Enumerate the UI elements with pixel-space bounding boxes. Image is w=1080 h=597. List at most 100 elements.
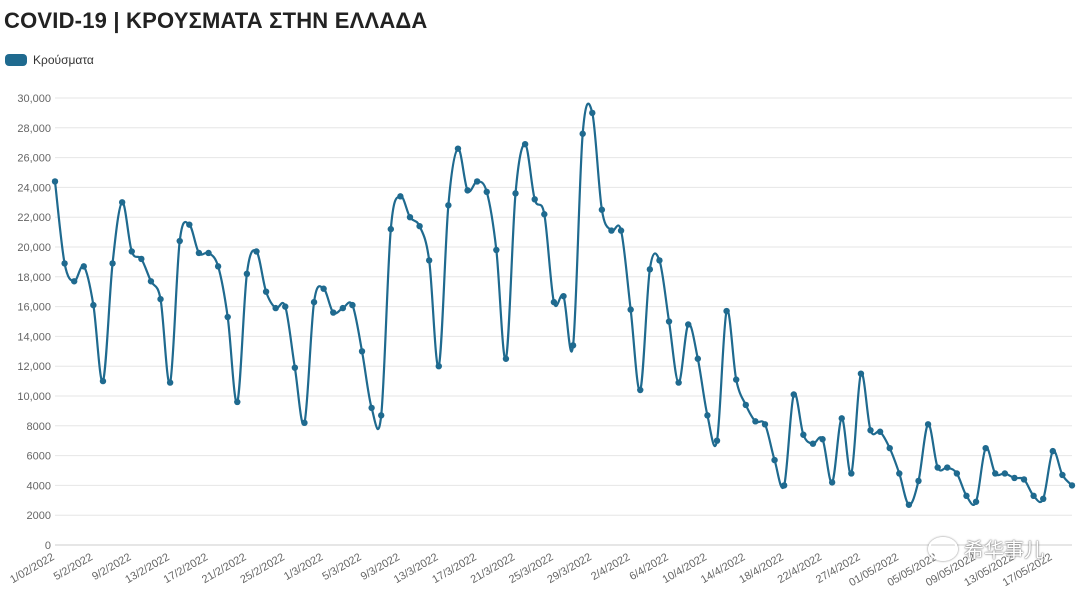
y-tick-label: 12,000 bbox=[17, 361, 51, 373]
data-point bbox=[992, 470, 999, 477]
data-point bbox=[51, 178, 59, 185]
y-tick-label: 22,000 bbox=[17, 212, 51, 224]
data-point bbox=[387, 225, 395, 233]
x-tick-label: 1/02/2022 bbox=[8, 551, 56, 586]
watermark: 希华事儿 bbox=[928, 534, 1044, 563]
y-tick-label: 6000 bbox=[27, 451, 51, 463]
data-point bbox=[253, 248, 260, 255]
data-point bbox=[876, 428, 884, 435]
data-point bbox=[944, 464, 951, 471]
y-tick-label: 28,000 bbox=[17, 123, 51, 135]
y-tick-label: 14,000 bbox=[17, 331, 51, 343]
data-point bbox=[502, 355, 510, 362]
legend: Κρούσματα bbox=[5, 53, 94, 67]
y-tick-label: 20,000 bbox=[17, 242, 51, 254]
data-point bbox=[541, 211, 548, 218]
data-point bbox=[579, 130, 586, 137]
data-point bbox=[512, 190, 519, 197]
data-point bbox=[550, 298, 558, 306]
x-tick-label: 5/3/2022 bbox=[320, 551, 363, 583]
data-point bbox=[1011, 474, 1018, 482]
data-point bbox=[262, 288, 270, 295]
data-point bbox=[1040, 495, 1047, 503]
data-point bbox=[128, 248, 135, 255]
series-line bbox=[53, 102, 1073, 506]
data-point bbox=[752, 418, 759, 425]
data-point bbox=[378, 412, 385, 419]
data-point bbox=[90, 301, 97, 309]
x-tick-label: 2/4/2022 bbox=[589, 551, 632, 583]
y-tick-label: 18,000 bbox=[17, 272, 51, 284]
data-point bbox=[272, 304, 279, 312]
data-point bbox=[598, 206, 606, 213]
y-tick-label: 26,000 bbox=[17, 153, 51, 165]
x-tick-label: 25/2/2022 bbox=[238, 551, 286, 586]
data-point bbox=[867, 427, 874, 434]
data-point bbox=[809, 440, 817, 447]
data-point bbox=[425, 257, 433, 264]
data-point bbox=[473, 178, 481, 185]
data-point bbox=[99, 377, 107, 385]
data-point bbox=[963, 492, 970, 500]
data-point bbox=[771, 456, 778, 464]
x-tick-label: 29/3/2022 bbox=[545, 551, 593, 586]
data-point bbox=[723, 307, 730, 315]
data-point bbox=[732, 376, 740, 383]
data-point bbox=[416, 222, 423, 230]
x-tick-label: 1/3/2022 bbox=[282, 551, 325, 583]
data-point bbox=[857, 370, 865, 377]
data-point bbox=[349, 301, 356, 309]
data-point bbox=[147, 278, 155, 285]
watermark-text: 希华事儿 bbox=[964, 538, 1044, 562]
data-point bbox=[358, 348, 366, 355]
data-point bbox=[1059, 471, 1066, 479]
data-point bbox=[61, 260, 68, 267]
data-point bbox=[454, 145, 462, 152]
data-point bbox=[1001, 470, 1009, 477]
wechat-icon bbox=[928, 536, 958, 561]
data-point bbox=[675, 379, 682, 386]
data-point bbox=[646, 266, 654, 273]
data-point bbox=[896, 470, 903, 477]
data-point bbox=[589, 109, 596, 117]
y-tick-label: 0 bbox=[45, 540, 51, 552]
data-point bbox=[214, 263, 222, 270]
data-point bbox=[780, 482, 788, 489]
data-point bbox=[1030, 492, 1037, 500]
data-point bbox=[608, 227, 615, 234]
data-point bbox=[224, 313, 231, 321]
data-point bbox=[848, 470, 855, 477]
data-point bbox=[205, 249, 212, 257]
data-point bbox=[406, 214, 414, 221]
data-point bbox=[157, 295, 164, 303]
data-point bbox=[330, 309, 337, 316]
data-point bbox=[637, 386, 644, 394]
y-tick-label: 4000 bbox=[27, 480, 51, 492]
data-point bbox=[972, 498, 980, 505]
y-tick-label: 24,000 bbox=[17, 182, 51, 194]
data-point bbox=[953, 470, 961, 477]
data-point bbox=[464, 187, 471, 194]
data-point bbox=[915, 477, 922, 485]
data-point bbox=[301, 419, 308, 427]
data-point bbox=[656, 257, 663, 264]
data-point bbox=[1049, 447, 1057, 455]
data-point bbox=[617, 227, 625, 234]
data-point bbox=[560, 292, 567, 300]
data-point bbox=[800, 431, 807, 438]
data-point bbox=[80, 263, 87, 270]
data-point bbox=[445, 202, 452, 209]
data-point bbox=[234, 398, 241, 406]
data-point bbox=[742, 401, 749, 409]
y-tick-label: 10,000 bbox=[17, 391, 51, 403]
data-point bbox=[291, 364, 299, 371]
data-point bbox=[109, 260, 116, 267]
data-point bbox=[368, 404, 375, 412]
data-point bbox=[243, 270, 251, 278]
legend-swatch bbox=[5, 54, 27, 66]
data-point bbox=[138, 255, 145, 263]
data-point bbox=[320, 285, 327, 292]
data-point bbox=[819, 436, 826, 443]
data-point bbox=[339, 304, 347, 312]
data-point bbox=[694, 355, 702, 362]
